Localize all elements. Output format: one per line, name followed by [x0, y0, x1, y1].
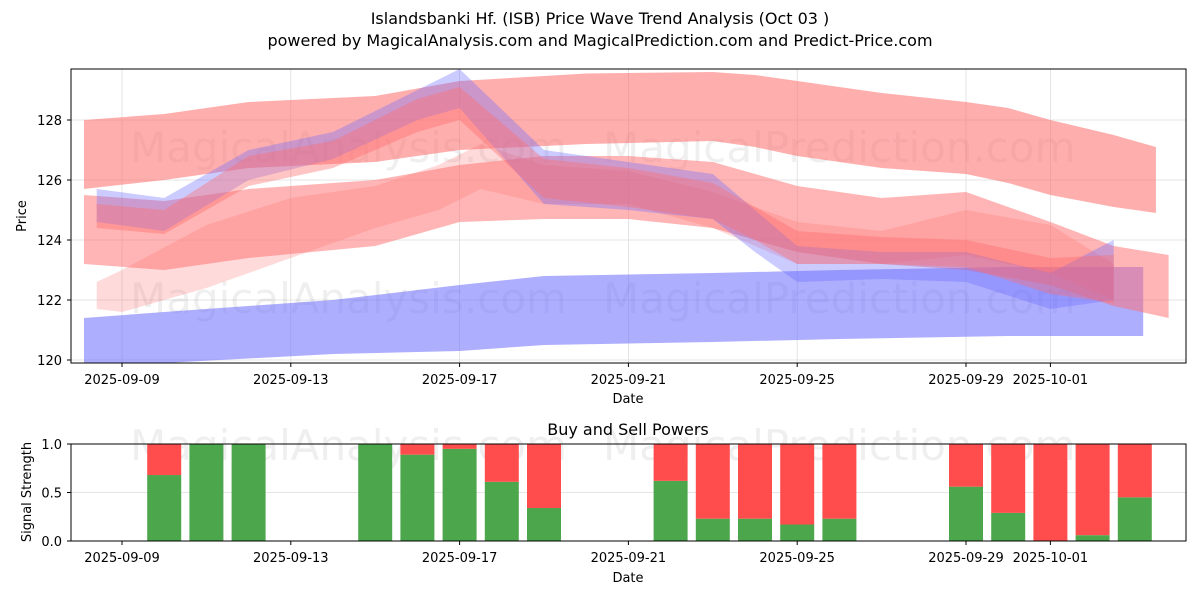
buy-bar — [485, 482, 519, 541]
price-y-ticks: 120 122 124 126 128 — [37, 114, 71, 369]
buy-bar — [232, 444, 266, 541]
price-y-axis-label: Price — [15, 200, 30, 232]
price-x-tick-label: 2025-09-17 — [422, 373, 498, 388]
signal-x-tick-label: 2025-09-09 — [84, 551, 160, 566]
buy-bar — [822, 519, 856, 541]
sell-bar — [527, 444, 561, 508]
signal-x-tick-label: 2025-09-17 — [422, 551, 498, 566]
sell-bar — [949, 444, 983, 487]
sell-bar — [1076, 444, 1110, 535]
price-y-tick-label: 124 — [37, 234, 62, 249]
price-x-axis-label: Date — [612, 392, 643, 407]
sell-bar — [485, 444, 519, 482]
signal-x-tick-label: 2025-09-13 — [253, 551, 329, 566]
sell-bar — [822, 444, 856, 519]
buy-bar — [400, 455, 434, 541]
price-x-tick-label: 2025-09-09 — [84, 373, 160, 388]
sell-bar — [696, 444, 730, 519]
signal-y-tick-label: 0.5 — [41, 487, 62, 502]
sell-bar — [1118, 444, 1152, 497]
chart-canvas: MagicalAnalysis.com MagicalPrediction.co… — [0, 0, 1200, 600]
buy-bar — [527, 508, 561, 541]
price-x-tick-label: 2025-09-25 — [759, 373, 835, 388]
price-y-tick-label: 122 — [37, 294, 62, 309]
buy-bar — [780, 525, 814, 541]
signal-x-tick-label: 2025-09-29 — [928, 551, 1004, 566]
sell-bar — [654, 444, 688, 481]
buy-bar — [654, 481, 688, 541]
sell-bar — [991, 444, 1025, 513]
price-bands — [84, 69, 1169, 369]
buy-bar — [696, 519, 730, 541]
signal-x-tick-label: 2025-10-01 — [1013, 551, 1089, 566]
sell-bar — [780, 444, 814, 525]
buy-bar — [738, 519, 772, 541]
sell-bar — [147, 444, 181, 475]
signal-x-ticks: 2025-09-09 2025-09-13 2025-09-17 2025-09-21… — [84, 541, 1088, 566]
signal-y-axis-label: Signal Strength — [20, 442, 35, 542]
signal-y-tick-label: 1.0 — [41, 438, 62, 453]
buy-bar — [443, 449, 477, 541]
buy-bar — [1118, 497, 1152, 541]
buy-bar — [189, 444, 223, 541]
signal-x-tick-label: 2025-09-25 — [759, 551, 835, 566]
signal-watermarks: MagicalAnalysis.com MagicalPrediction.co… — [130, 421, 1076, 470]
buy-bar — [147, 475, 181, 541]
buy-bar — [358, 444, 392, 541]
price-x-tick-label: 2025-09-29 — [928, 373, 1004, 388]
price-x-ticks: 2025-09-09 2025-09-13 2025-09-17 2025-09-21… — [84, 363, 1088, 388]
sell-bar — [738, 444, 772, 519]
signal-x-axis-label: Date — [612, 571, 643, 586]
signal-x-tick-label: 2025-09-21 — [591, 551, 667, 566]
price-x-tick-label: 2025-10-01 — [1013, 373, 1089, 388]
buy-bar — [949, 487, 983, 541]
price-y-tick-label: 120 — [37, 354, 62, 369]
price-x-tick-label: 2025-09-13 — [253, 373, 329, 388]
sell-bar — [400, 444, 434, 455]
buy-bar — [991, 513, 1025, 541]
sell-bar — [443, 444, 477, 449]
price-y-tick-label: 128 — [37, 114, 62, 129]
price-y-tick-label: 126 — [37, 174, 62, 189]
sell-bar — [1033, 444, 1067, 541]
signal-y-ticks: 0.0 0.5 1.0 — [41, 438, 71, 550]
signal-y-tick-label: 0.0 — [41, 535, 62, 550]
buy-bar — [1076, 535, 1110, 541]
price-x-tick-label: 2025-09-21 — [591, 373, 667, 388]
